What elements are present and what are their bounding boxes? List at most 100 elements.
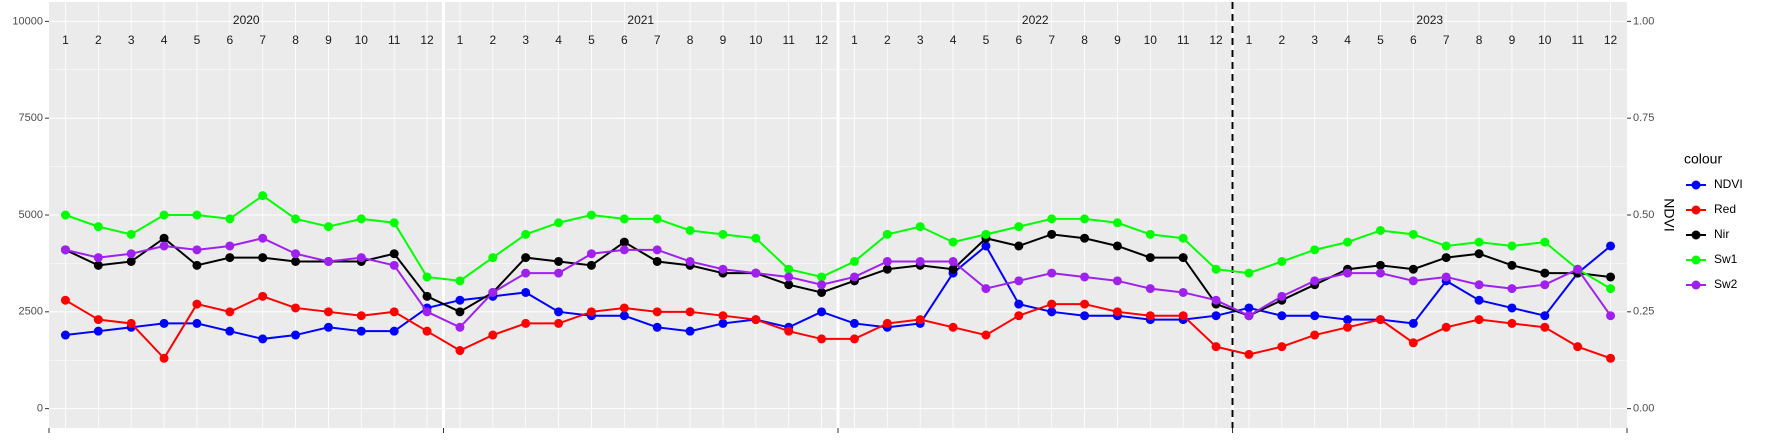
series-line — [64, 295, 1611, 360]
series-point — [784, 326, 794, 336]
month-strip-label: 7 — [654, 33, 661, 47]
series-point — [455, 307, 465, 317]
series-point — [1606, 311, 1616, 321]
series-point — [784, 280, 794, 290]
series-point — [1244, 268, 1254, 278]
series-point — [1014, 311, 1024, 321]
series-point — [1540, 268, 1550, 278]
month-strip-label: 2 — [1278, 33, 1285, 47]
series-point — [60, 295, 70, 305]
series-point — [652, 322, 662, 332]
series-point — [849, 334, 859, 344]
series-point — [554, 256, 564, 266]
series-point — [1310, 245, 1320, 255]
month-strip-label: 5 — [983, 33, 990, 47]
series-point — [225, 326, 235, 336]
y-tick-label: 7500 — [19, 112, 43, 124]
month-strip-label: 12 — [815, 33, 829, 47]
month-strip-label: 6 — [1015, 33, 1022, 47]
series-point — [1343, 268, 1353, 278]
series-point — [1343, 315, 1353, 325]
series-point — [455, 322, 465, 332]
series-point — [586, 260, 596, 270]
series-point — [1047, 214, 1057, 224]
legend-label: Nir — [1714, 227, 1729, 241]
month-strip-label: 3 — [1311, 33, 1318, 47]
series-point — [521, 253, 531, 263]
series-point — [1573, 342, 1583, 352]
series-point — [126, 249, 136, 259]
series-point — [1507, 241, 1517, 251]
series-point — [1540, 311, 1550, 321]
series-point — [1441, 241, 1451, 251]
series-point — [521, 229, 531, 239]
year-strip-label: 2023 — [1416, 13, 1443, 27]
series-point — [126, 318, 136, 328]
series-point — [126, 229, 136, 239]
series-point — [1047, 307, 1057, 317]
series-point — [1211, 311, 1221, 321]
month-strip-label: 7 — [1443, 33, 1450, 47]
y-tick-label: 5000 — [19, 209, 43, 221]
series-point — [619, 245, 629, 255]
series-point — [652, 245, 662, 255]
month-strip-label: 3 — [128, 33, 135, 47]
legend-label: Red — [1714, 202, 1736, 216]
series-point — [652, 307, 662, 317]
series-point — [258, 233, 268, 243]
series-point — [1474, 280, 1484, 290]
series-point — [1145, 311, 1155, 321]
month-strip-label: 6 — [1410, 33, 1417, 47]
series-point — [291, 256, 301, 266]
series-line — [65, 233, 1611, 317]
series-point — [488, 287, 498, 297]
series-point — [521, 318, 531, 328]
series-point — [1606, 241, 1616, 251]
series-point — [1244, 349, 1254, 359]
series-point — [159, 318, 169, 328]
series-point — [1244, 311, 1254, 321]
series-point — [1408, 276, 1418, 286]
series-point — [1375, 268, 1385, 278]
series-point — [1573, 264, 1583, 274]
series-point — [586, 210, 596, 220]
month-strip-label: 11 — [782, 33, 795, 47]
series-point — [323, 322, 333, 332]
series-point — [521, 287, 531, 297]
series-point — [1178, 253, 1188, 263]
series-point — [1441, 322, 1451, 332]
series-point — [1310, 330, 1320, 340]
series-point — [455, 295, 465, 305]
month-strip-label: 8 — [687, 33, 694, 47]
series-point — [817, 272, 827, 282]
series-point — [192, 245, 202, 255]
series-point — [948, 256, 958, 266]
month-strip-label: 6 — [226, 33, 233, 47]
series-point — [915, 315, 925, 325]
series-point — [159, 233, 169, 243]
month-strip-label: 8 — [292, 33, 299, 47]
month-strip-label: 2 — [95, 33, 102, 47]
series-point — [1343, 322, 1353, 332]
series-line — [65, 237, 1612, 329]
series-point — [751, 233, 761, 243]
series-point — [1211, 295, 1221, 305]
month-strip-label: 12 — [420, 33, 434, 47]
series-line — [65, 194, 1612, 290]
series-point — [718, 318, 728, 328]
series-point — [258, 334, 268, 344]
month-strip-label: 10 — [1538, 33, 1552, 47]
month-strip-label: 9 — [1509, 33, 1516, 47]
series-point — [1178, 233, 1188, 243]
series-point — [60, 245, 70, 255]
legend-label: Sw1 — [1714, 252, 1738, 266]
series-point — [915, 222, 925, 232]
month-strip-label: 5 — [1377, 33, 1384, 47]
series-point — [356, 214, 366, 224]
series-point — [1014, 222, 1024, 232]
series-point — [323, 222, 333, 232]
series-point — [1211, 264, 1221, 274]
y2-axis-title: NDVI — [1661, 198, 1677, 231]
series-point — [225, 214, 235, 224]
series-point — [1145, 229, 1155, 239]
